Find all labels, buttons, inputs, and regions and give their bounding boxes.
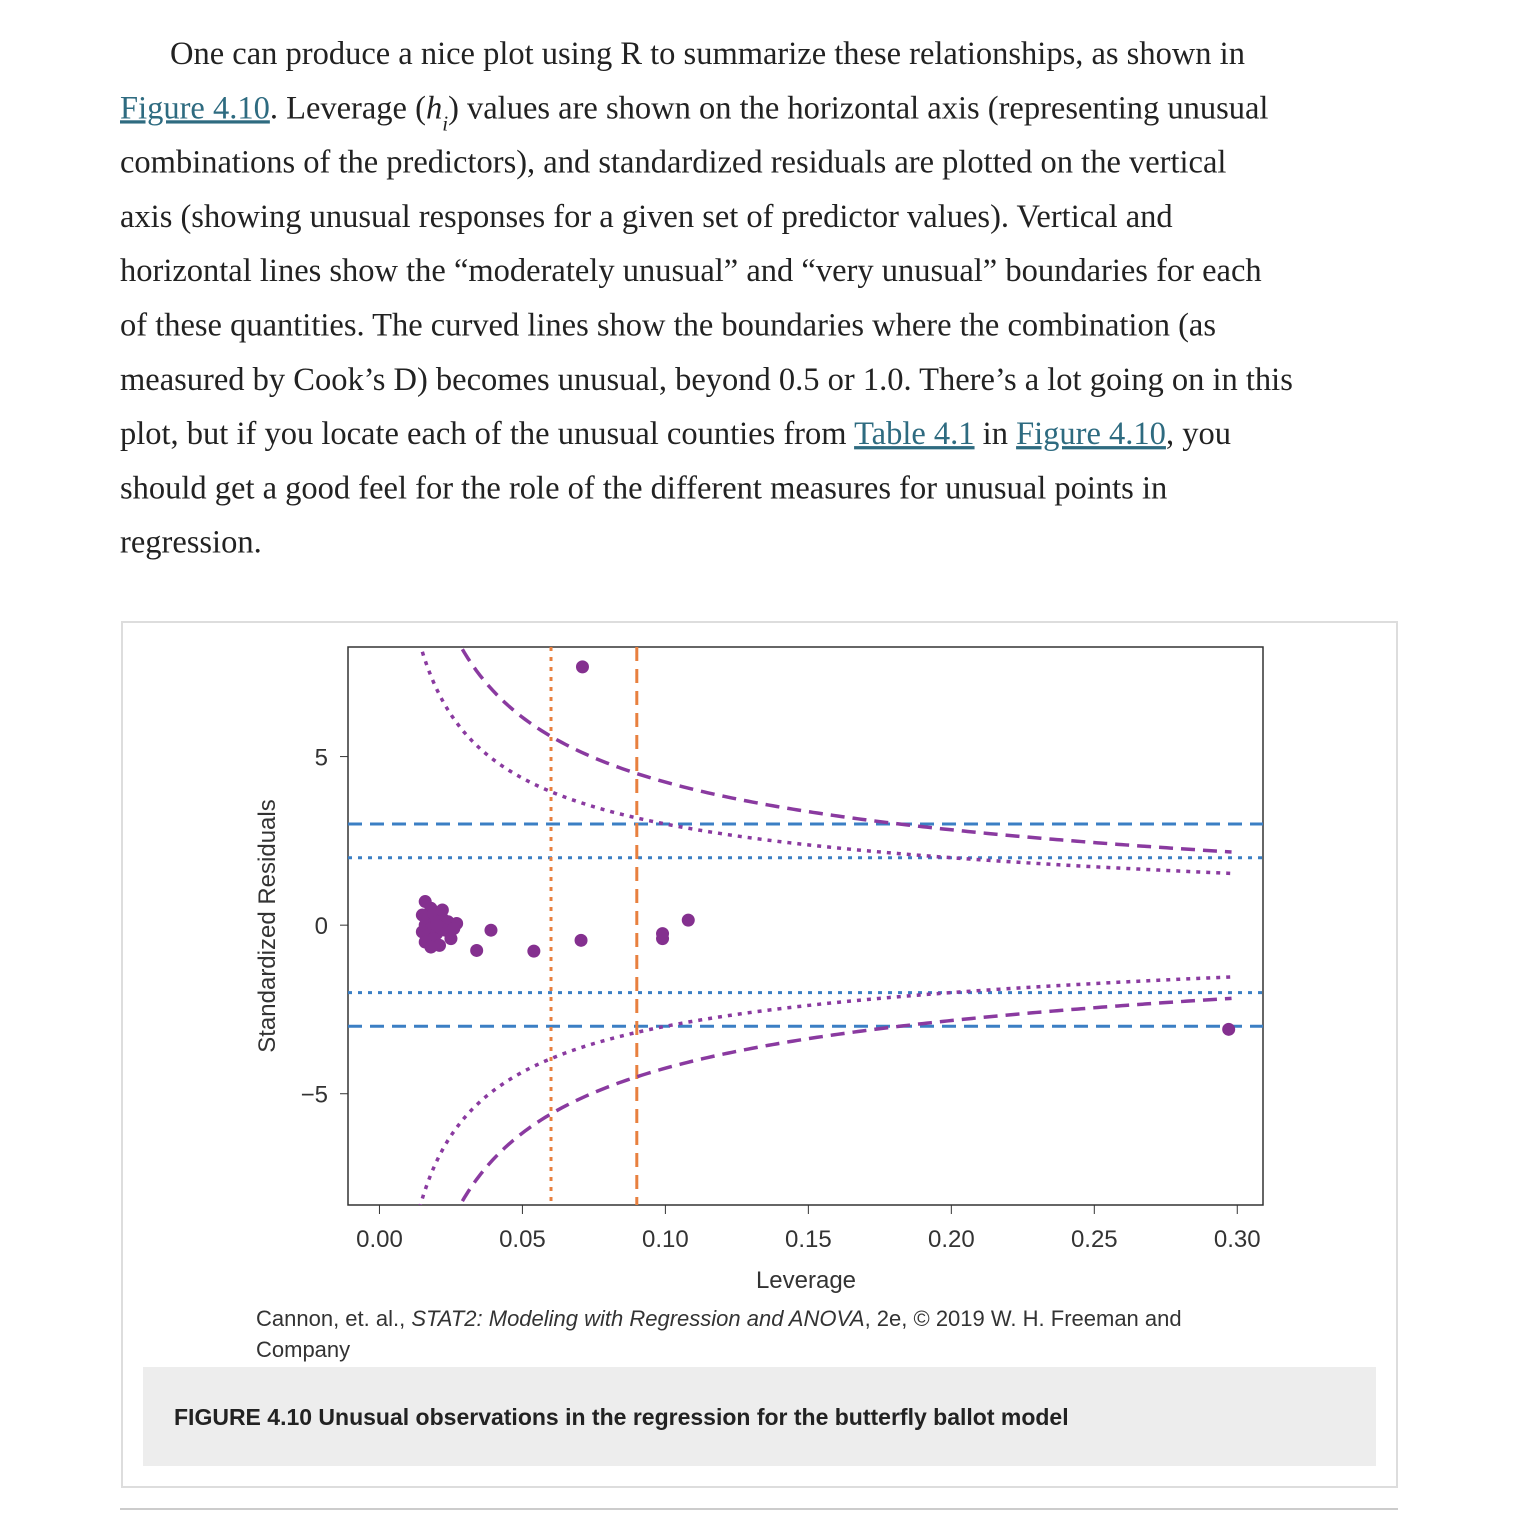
text-line: Company [256, 1337, 350, 1362]
cooks-distance-curve [458, 996, 1232, 1205]
data-point [1222, 1022, 1236, 1036]
data-point [424, 940, 438, 954]
x-tick-label: 0.00 [356, 1226, 403, 1253]
text-line: Cannon, et. al., STAT2: Modeling with Re… [256, 1306, 1182, 1331]
text-run: Company [256, 1337, 350, 1362]
data-point [574, 933, 588, 947]
data-point [527, 944, 541, 958]
text-run: . Leverage ( [270, 90, 426, 126]
data-point [681, 913, 695, 927]
x-axis-label: Leverage [756, 1267, 856, 1294]
text-run: axis (showing unusual responses for a gi… [120, 199, 1173, 235]
x-tick-label: 0.20 [928, 1226, 975, 1253]
text-run: Cannon, et. al., [256, 1306, 411, 1331]
data-point [447, 922, 461, 936]
data-point [470, 943, 484, 957]
x-tick-label: 0.15 [785, 1226, 832, 1253]
x-tick-label: 0.05 [499, 1226, 546, 1253]
y-tick-label: −5 [301, 1082, 328, 1109]
text-line: should get a good feel for the role of t… [120, 470, 1167, 506]
cooks-distance-curve [419, 647, 1232, 876]
text-run: plot, but if you locate each of the unus… [120, 416, 854, 452]
text-line: combinations of the predictors), and sta… [120, 145, 1226, 181]
text-line: plot, but if you locate each of the unus… [120, 416, 1231, 452]
math-symbol: h [426, 90, 442, 126]
cooks-distance-curve [418, 975, 1232, 1205]
cooks-distance-curve [459, 647, 1232, 854]
text-run: , 2e, © 2019 W. H. Freeman and [865, 1306, 1182, 1331]
text-run: , you [1166, 416, 1231, 452]
caption-box [143, 1367, 1376, 1466]
text-run: of these quantities. The curved lines sh… [120, 308, 1216, 344]
text-run: should get a good feel for the role of t… [120, 470, 1167, 506]
data-point [575, 660, 589, 674]
y-axis-label: Standardized Residuals [254, 799, 281, 1053]
text-run: in [975, 416, 1017, 452]
figure-frame [121, 621, 1398, 1488]
book-title: STAT2: Modeling with Regression and ANOV… [411, 1306, 864, 1331]
link[interactable]: Figure 4.10 [120, 90, 270, 126]
data-point [444, 932, 458, 946]
link[interactable]: Table 4.1 [854, 416, 974, 452]
text-line: measured by Cook’s D) becomes unusual, b… [120, 362, 1293, 398]
text-line: Figure 4.10. Leverage (hi) values are sh… [120, 90, 1268, 135]
link[interactable]: Figure 4.10 [1016, 416, 1166, 452]
data-point [430, 918, 444, 932]
text-line: One can produce a nice plot using R to s… [170, 36, 1245, 72]
y-tick-label: 5 [315, 745, 328, 772]
text-line: of these quantities. The curved lines sh… [120, 308, 1216, 344]
plot-area [348, 647, 1263, 1205]
x-tick-label: 0.10 [642, 1226, 689, 1253]
text-run: regression. [120, 525, 262, 561]
text-run: One can produce a nice plot using R to s… [170, 36, 1245, 72]
text-line: regression. [120, 525, 262, 561]
text-line: horizontal lines show the “moderately un… [120, 253, 1262, 289]
y-tick-label: 0 [315, 913, 328, 940]
math-subscript: i [442, 111, 448, 135]
data-point [435, 903, 449, 917]
text-run: combinations of the predictors), and sta… [120, 145, 1226, 181]
data-point [656, 932, 670, 946]
data-point [484, 923, 498, 937]
text-line: axis (showing unusual responses for a gi… [120, 199, 1173, 235]
x-tick-label: 0.25 [1071, 1226, 1118, 1253]
x-tick-label: 0.30 [1214, 1226, 1261, 1253]
text-run: horizontal lines show the “moderately un… [120, 253, 1262, 289]
text-run: ) values are shown on the horizontal axi… [448, 90, 1268, 126]
figure-caption: FIGURE 4.10 Unusual observations in the … [174, 1404, 1069, 1430]
plot-frame [347, 646, 1264, 1206]
text-run: measured by Cook’s D) becomes unusual, b… [120, 362, 1293, 398]
